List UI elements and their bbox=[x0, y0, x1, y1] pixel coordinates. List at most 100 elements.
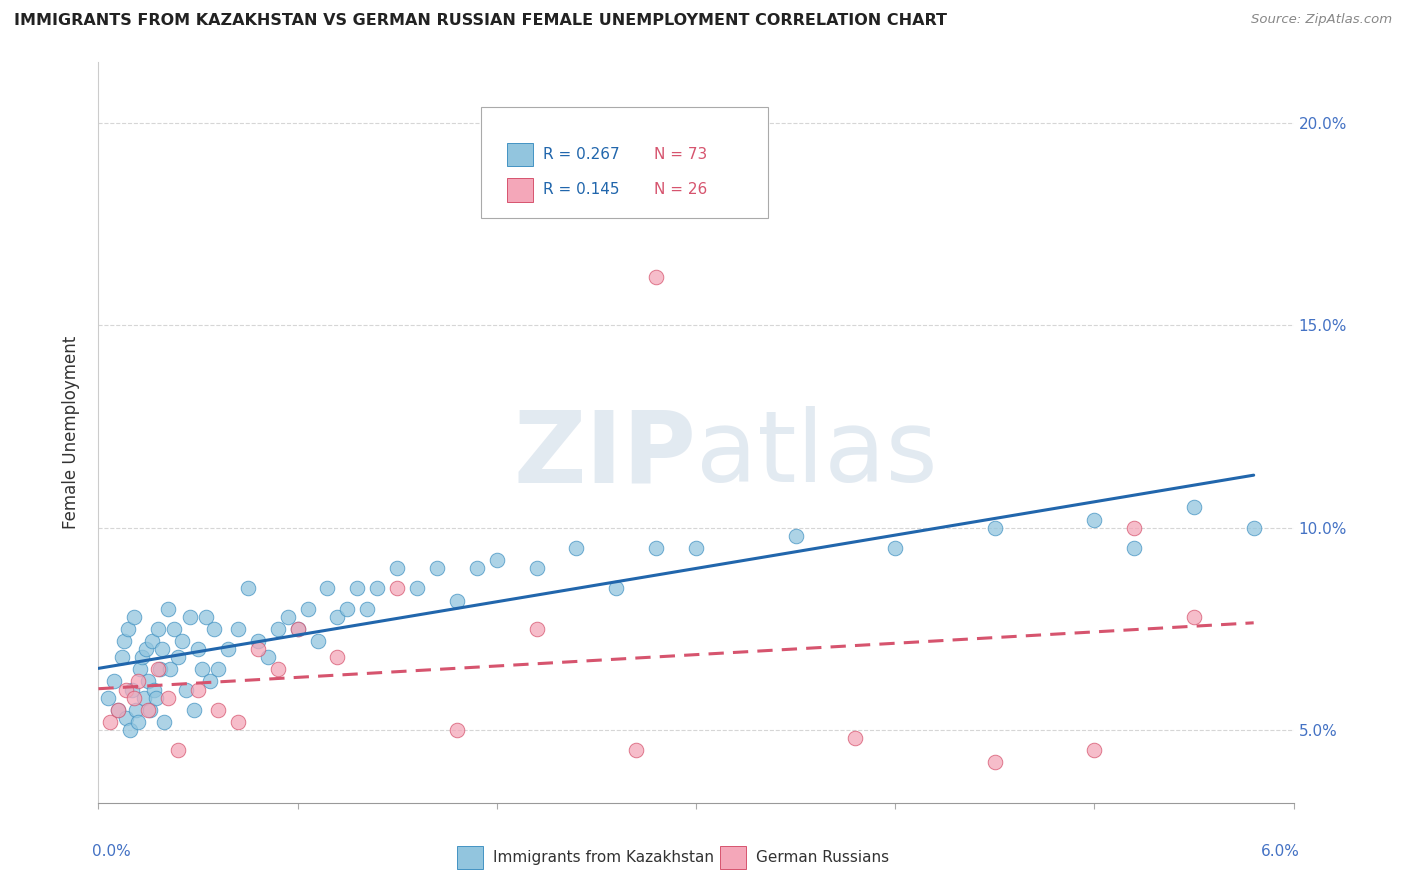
Point bbox=[1243, 521, 1265, 535]
Point bbox=[236, 582, 259, 596]
Point bbox=[131, 650, 153, 665]
Point bbox=[112, 634, 135, 648]
Point bbox=[120, 723, 142, 737]
Point bbox=[785, 529, 807, 543]
Point bbox=[366, 582, 388, 596]
Point bbox=[406, 582, 429, 596]
Point bbox=[163, 622, 186, 636]
Point bbox=[326, 609, 349, 624]
Point bbox=[307, 634, 329, 648]
Point bbox=[1083, 513, 1105, 527]
Point bbox=[115, 711, 138, 725]
Point bbox=[157, 601, 180, 615]
Point bbox=[446, 723, 468, 737]
Point bbox=[198, 674, 221, 689]
Point bbox=[195, 609, 218, 624]
Point bbox=[98, 714, 122, 729]
Point bbox=[256, 650, 278, 665]
Text: 0.0%: 0.0% bbox=[93, 844, 131, 858]
Point bbox=[202, 622, 225, 636]
Point bbox=[526, 561, 548, 575]
Point bbox=[139, 703, 162, 717]
Point bbox=[485, 553, 508, 567]
Point bbox=[385, 582, 409, 596]
Point bbox=[217, 642, 239, 657]
Point bbox=[246, 634, 269, 648]
Point bbox=[167, 650, 190, 665]
Point bbox=[685, 541, 707, 555]
Point bbox=[526, 622, 548, 636]
Point bbox=[136, 674, 159, 689]
Text: N = 26: N = 26 bbox=[654, 183, 707, 197]
Y-axis label: Female Unemployment: Female Unemployment bbox=[62, 336, 80, 529]
Point bbox=[187, 682, 209, 697]
Text: R = 0.267: R = 0.267 bbox=[543, 147, 620, 162]
Point bbox=[336, 601, 359, 615]
Point bbox=[125, 703, 148, 717]
Point bbox=[121, 682, 143, 697]
FancyBboxPatch shape bbox=[508, 178, 533, 202]
Point bbox=[226, 622, 249, 636]
Point bbox=[326, 650, 349, 665]
FancyBboxPatch shape bbox=[481, 107, 768, 218]
Point bbox=[645, 541, 668, 555]
Point bbox=[1083, 743, 1105, 757]
Point bbox=[267, 662, 290, 676]
Point bbox=[1123, 541, 1146, 555]
Text: ZIP: ZIP bbox=[513, 407, 696, 503]
Point bbox=[150, 642, 173, 657]
Point bbox=[426, 561, 449, 575]
Point bbox=[605, 582, 627, 596]
Point bbox=[287, 622, 309, 636]
Point bbox=[287, 622, 309, 636]
Point bbox=[1182, 609, 1205, 624]
Point bbox=[135, 642, 157, 657]
Point bbox=[136, 703, 159, 717]
Point bbox=[246, 642, 269, 657]
FancyBboxPatch shape bbox=[508, 143, 533, 166]
Text: 6.0%: 6.0% bbox=[1261, 844, 1299, 858]
Point bbox=[97, 690, 120, 705]
Point bbox=[346, 582, 368, 596]
Point bbox=[207, 662, 229, 676]
Point bbox=[148, 622, 170, 636]
Point bbox=[117, 622, 139, 636]
Point bbox=[145, 690, 167, 705]
Point bbox=[297, 601, 319, 615]
FancyBboxPatch shape bbox=[720, 846, 747, 870]
Point bbox=[157, 690, 180, 705]
Point bbox=[127, 714, 149, 729]
Point bbox=[626, 743, 648, 757]
Point bbox=[129, 662, 152, 676]
Point bbox=[167, 743, 190, 757]
Point bbox=[267, 622, 290, 636]
Point bbox=[884, 541, 907, 555]
Text: IMMIGRANTS FROM KAZAKHSTAN VS GERMAN RUSSIAN FEMALE UNEMPLOYMENT CORRELATION CHA: IMMIGRANTS FROM KAZAKHSTAN VS GERMAN RUS… bbox=[14, 13, 948, 29]
Point bbox=[107, 703, 129, 717]
Point bbox=[111, 650, 134, 665]
Point bbox=[153, 714, 176, 729]
Point bbox=[143, 682, 166, 697]
Point bbox=[115, 682, 138, 697]
Point bbox=[356, 601, 378, 615]
Text: N = 73: N = 73 bbox=[654, 147, 707, 162]
Point bbox=[103, 674, 125, 689]
Point bbox=[207, 703, 229, 717]
Point bbox=[984, 756, 1007, 770]
Point bbox=[149, 662, 172, 676]
Point bbox=[385, 561, 409, 575]
Point bbox=[984, 521, 1007, 535]
Point bbox=[124, 609, 146, 624]
Point bbox=[465, 561, 488, 575]
Point bbox=[179, 609, 201, 624]
Point bbox=[1123, 521, 1146, 535]
FancyBboxPatch shape bbox=[457, 846, 484, 870]
Point bbox=[107, 703, 129, 717]
Text: atlas: atlas bbox=[696, 407, 938, 503]
Point bbox=[159, 662, 181, 676]
Point bbox=[565, 541, 588, 555]
Point bbox=[645, 269, 668, 284]
Point bbox=[187, 642, 209, 657]
Point bbox=[141, 634, 163, 648]
Point bbox=[226, 714, 249, 729]
